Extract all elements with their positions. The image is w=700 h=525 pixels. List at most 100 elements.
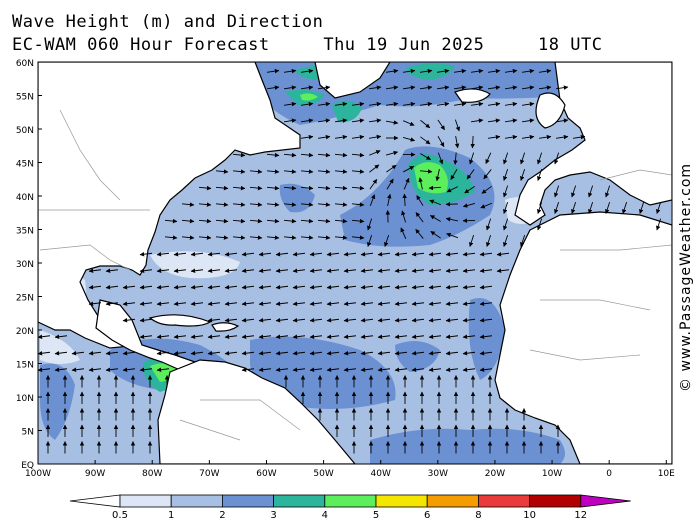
wave-arrow [428,301,442,306]
wave-arrow [266,235,280,240]
wave-arrow [105,367,119,372]
wave-arrow [207,268,221,273]
wave-arrow [571,185,577,198]
wave-arrow [445,334,459,339]
wave-arrow [326,367,340,372]
wave-arrow [369,194,376,207]
lat-label: 60N [16,59,34,69]
wave-arrow [300,169,314,174]
wave-arrow [156,301,170,306]
wave-arrow [554,185,560,198]
wave-arrow [479,334,493,339]
wave-arrow [445,252,459,257]
wave-arrow [275,268,289,273]
wave-arrow [309,252,323,257]
wave-arrow [181,218,195,224]
wave-arrow [503,185,509,198]
wave-arrow [173,268,187,273]
wave-arrow [215,185,229,191]
wave-arrow [326,252,340,257]
wave-arrow [453,68,467,74]
wave-arrow [300,101,314,107]
wave-arrow [343,252,357,257]
wave-arrow [401,210,407,223]
wave-arrow [453,101,467,107]
wave-arrow [283,152,297,158]
wave-arrow [351,218,365,224]
wave-arrow [504,118,518,123]
wave-arrow [139,301,153,306]
wave-arrow [520,152,526,165]
wave-arrow [326,301,340,306]
wave-arrow [266,68,280,74]
wave-arrow [429,199,442,206]
lon-label: 70W [199,469,219,479]
wave-arrow [400,227,407,240]
wave-arrow [190,252,204,257]
lon-label: 60W [256,469,276,479]
wave-arrow [300,134,314,140]
wave-arrow [241,252,255,257]
wave-arrow [571,201,577,214]
wave-arrow [334,152,348,158]
wave-arrow [453,152,458,165]
wave-arrow [326,268,340,273]
wave-arrow [462,285,476,290]
wave-arrow [190,301,204,306]
wave-arrow [224,318,238,323]
wave-arrow [38,367,51,372]
wave-arrow [411,301,425,306]
wave-arrow [428,185,442,191]
wave-arrow [554,201,560,214]
wave-arrow [122,367,136,372]
lon-label: 40W [371,469,391,479]
wave-arrow [520,234,526,247]
wave-arrow [430,230,441,239]
wave-arrow [343,367,357,372]
wave-arrow [283,235,297,240]
wave-arrow [173,334,187,339]
wave-arrow [464,186,475,194]
wave-arrow [436,85,450,90]
legend-swatch [324,494,377,508]
legend-low-end [69,494,121,508]
wave-arrow [470,101,484,107]
wave-arrow [656,218,662,231]
country-borders [38,109,672,441]
legend-label: 12 [574,510,587,521]
wave-arrow [300,68,314,74]
wave-arrow [232,202,246,207]
wave-arrow [351,134,365,140]
wave-arrow [139,268,153,273]
british-isles [535,92,566,129]
wave-arrow [232,218,246,224]
map-title: Wave Height (m) and Direction [12,12,324,32]
wave-arrow [275,252,289,257]
wave-arrow [173,301,187,306]
wave-arrow [300,218,314,224]
wave-arrow [198,202,212,207]
wave-arrow [38,334,51,339]
wave-arrow [258,318,272,323]
legend-swatch [221,494,274,508]
wave-arrow [241,301,255,306]
wave-arrow [419,68,433,74]
wave-arrow [428,285,442,290]
wave-arrow [139,252,153,257]
wave-arrow [275,301,289,306]
wave-arrow [394,367,408,372]
wave-arrow [224,268,238,273]
wave-arrow [249,185,263,191]
legend-label: 5 [373,510,379,521]
wave-arrow [521,118,535,123]
wave-arrow [537,218,543,231]
wave-arrow [521,101,535,107]
wave-arrow [343,301,357,306]
wave-arrow [266,169,280,174]
wave-arrow [445,351,459,356]
wave-arrow [428,252,442,257]
wave-arrow [555,85,569,90]
wave-arrow [266,202,280,207]
wave-arrow [445,367,459,372]
